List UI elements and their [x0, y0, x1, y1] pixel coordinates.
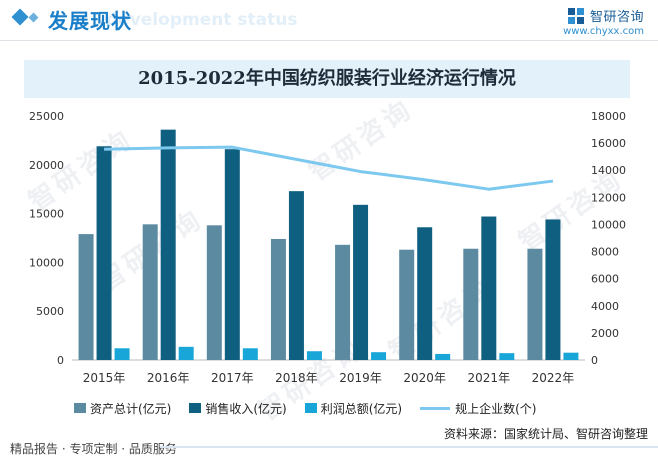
y-right-tick-label: 12000: [591, 191, 626, 204]
x-tick-label: 2019年: [339, 371, 382, 385]
legend-item-assets: 资产总计(亿元): [74, 400, 171, 417]
bar-revenue: [160, 129, 176, 360]
bar-profit: [242, 348, 258, 360]
chart-title-bar: 2015-2022年中国纺织服装行业经济运行情况: [24, 60, 630, 98]
bar-profit: [306, 351, 322, 360]
legend-swatch: [74, 403, 86, 413]
y-left-tick-label: 0: [57, 354, 64, 367]
y-left-tick-label: 15000: [29, 208, 64, 221]
x-tick-label: 2021年: [468, 371, 511, 385]
y-right-tick-label: 16000: [591, 137, 626, 150]
footer-divider: [160, 446, 658, 448]
chart-legend: 资产总计(亿元) 销售收入(亿元) 利润总额(亿元) 规上企业数(个): [74, 399, 634, 417]
bar-assets: [206, 225, 222, 360]
chart-title: 2015-2022年中国纺织服装行业经济运行情况: [138, 68, 516, 89]
bar-revenue: [353, 204, 369, 360]
bar-revenue: [224, 149, 240, 360]
y-left-tick-label: 20000: [29, 159, 64, 172]
legend-label: 资产总计(亿元): [90, 401, 172, 416]
bar-profit: [563, 352, 579, 360]
brand-url: www.chyxx.com: [563, 26, 644, 37]
bar-revenue: [288, 191, 304, 360]
bar-revenue: [481, 216, 497, 360]
bar-assets: [399, 249, 415, 360]
bar-profit: [114, 348, 130, 360]
section-title: 发展现状: [48, 9, 132, 33]
y-right-tick-label: 18000: [591, 110, 626, 123]
y-left-tick-label: 25000: [29, 110, 64, 123]
bar-profit: [178, 346, 194, 360]
footer-slogan: 精品报告 · 专项定制 · 品质服务: [10, 442, 177, 456]
legend-label: 销售收入(亿元): [205, 401, 287, 416]
legend-item-revenue: 销售收入(亿元): [189, 400, 287, 417]
data-source: 资料来源：国家统计局、智研咨询整理: [443, 427, 648, 441]
x-tick-label: 2015年: [83, 371, 126, 385]
y-right-tick-label: 0: [591, 354, 598, 367]
legend-swatch: [420, 406, 451, 410]
y-left-tick-label: 10000: [29, 256, 64, 269]
bar-revenue: [417, 227, 433, 360]
brand: 智研咨询 www.chyxx.com: [563, 6, 644, 37]
bar-profit: [371, 352, 387, 360]
bar-assets: [463, 248, 479, 360]
line-enterprise-count: [104, 145, 554, 191]
legend-swatch: [189, 403, 202, 413]
y-right-tick-label: 8000: [591, 246, 619, 259]
bar-profit: [435, 353, 451, 360]
brand-name: 智研咨询: [589, 10, 644, 25]
y-right-tick-label: 6000: [591, 273, 619, 286]
bar-assets: [335, 244, 351, 360]
bar-revenue: [545, 219, 561, 360]
x-tick-label: 2017年: [211, 371, 254, 385]
bar-revenue: [96, 146, 112, 360]
section-subtitle-ghost: development status: [106, 10, 298, 30]
bar-assets: [270, 238, 286, 360]
legend-swatch: [304, 403, 317, 413]
header-divider: [0, 40, 658, 41]
bar-assets: [527, 248, 543, 360]
y-left-tick-label: 5000: [36, 305, 64, 318]
page-header: development status 发展现状 智研咨询 www.chyxx.c…: [0, 0, 658, 44]
bar-profit: [499, 353, 515, 360]
x-tick-label: 2016年: [147, 371, 190, 385]
legend-label: 利润总额(亿元): [320, 401, 403, 416]
y-right-tick-label: 10000: [591, 218, 626, 231]
y-right-tick-label: 2000: [591, 327, 619, 340]
legend-item-profit: 利润总额(亿元): [304, 400, 403, 417]
brand-logo-icon: [567, 7, 584, 24]
y-right-tick-label: 4000: [591, 300, 619, 313]
page-footer: 精品报告 · 专项定制 · 品质服务: [0, 436, 658, 458]
x-tick-label: 2020年: [403, 371, 446, 385]
x-tick-label: 2022年: [532, 371, 575, 385]
bar-assets: [142, 224, 158, 360]
y-right-tick-label: 14000: [591, 164, 626, 177]
bar-assets: [78, 234, 94, 360]
legend-item-enterprises: 规上企业数(个): [420, 400, 537, 417]
legend-label: 规上企业数(个): [455, 401, 537, 416]
x-tick-label: 2018年: [275, 371, 318, 385]
